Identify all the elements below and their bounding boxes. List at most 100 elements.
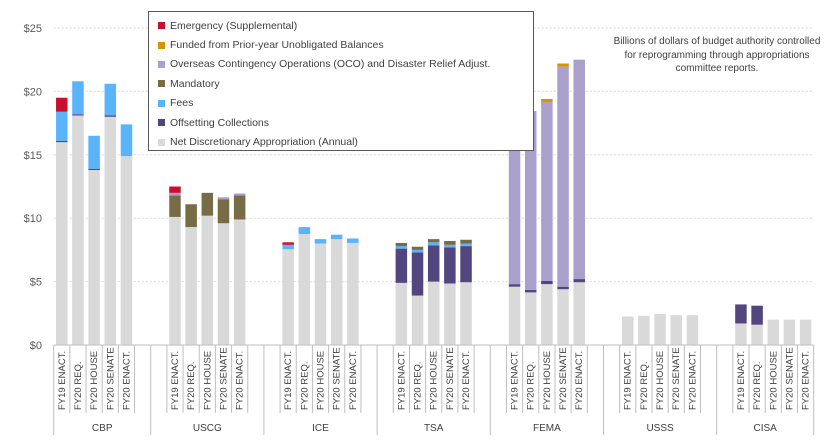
x-tick-label: FY19 ENACT. bbox=[510, 351, 521, 410]
bar-segment bbox=[541, 280, 553, 285]
x-tick-label: FY19 ENACT. bbox=[623, 351, 634, 410]
bar-segment bbox=[460, 239, 472, 244]
bar-segment bbox=[411, 246, 424, 250]
bar-segment bbox=[557, 63, 569, 67]
bars bbox=[56, 59, 812, 345]
bar-segment bbox=[444, 283, 456, 345]
x-tick-label: FY19 ENACT. bbox=[396, 351, 407, 410]
bar-segment bbox=[169, 192, 181, 196]
bar-segment bbox=[298, 227, 311, 235]
x-tick-label: FY19 ENACT. bbox=[170, 351, 181, 410]
bar-segment bbox=[638, 315, 650, 345]
y-axis: $0 $5 $10 $15 $20 $25 bbox=[24, 23, 42, 352]
bar-segment bbox=[314, 243, 327, 345]
bar-segment bbox=[541, 102, 553, 281]
legend-label: Fees bbox=[170, 97, 194, 110]
bar-segment bbox=[541, 99, 553, 103]
bar-segment bbox=[56, 140, 68, 143]
x-tick-label: FY20 HOUSE bbox=[542, 351, 553, 410]
group-label: USCG bbox=[193, 423, 222, 434]
bar-segment bbox=[541, 284, 553, 345]
bar-segment bbox=[120, 156, 133, 345]
x-tick-label: FY20 REQ. bbox=[639, 361, 650, 410]
bar-segment bbox=[444, 244, 456, 248]
group-label: USSS bbox=[646, 423, 674, 434]
bar-segment bbox=[573, 282, 585, 345]
bar-segment bbox=[767, 319, 780, 345]
x-tick-label: FY20 HOUSE bbox=[655, 351, 666, 410]
bar-segment bbox=[72, 115, 84, 345]
bar-segment bbox=[395, 282, 408, 345]
legend-item: Mandatory bbox=[158, 74, 533, 93]
bar-segment bbox=[282, 249, 294, 345]
bar-segment bbox=[217, 223, 230, 345]
bar-segment bbox=[427, 281, 440, 345]
bar-segment bbox=[330, 239, 343, 345]
bar-segment bbox=[524, 289, 537, 293]
legend-label: Funded from Prior-year Unobligated Balan… bbox=[170, 39, 384, 52]
x-tick-label: FY20 SENATE bbox=[105, 347, 116, 410]
legend-label: Offsetting Collections bbox=[170, 116, 270, 129]
x-tick-label: FY20 ENACT. bbox=[801, 351, 812, 410]
bar-segment bbox=[201, 215, 214, 345]
x-tick-label: FY19 ENACT. bbox=[736, 351, 747, 410]
legend-item: Offsetting Collections bbox=[158, 113, 533, 132]
bar-segment bbox=[298, 234, 311, 345]
x-tick-label: FY20 HOUSE bbox=[202, 351, 213, 410]
chart-note: Billions of dollars of budget authority … bbox=[613, 36, 821, 74]
x-tick-label: FY20 REQ. bbox=[752, 361, 763, 410]
x-tick-label: FY20 REQ. bbox=[413, 361, 424, 410]
bar-segment bbox=[233, 193, 246, 196]
bar-segment bbox=[395, 248, 408, 283]
bar-segment bbox=[411, 249, 424, 253]
legend-swatch bbox=[158, 119, 165, 127]
legend-swatch bbox=[158, 99, 165, 107]
legend-label: Emergency (Supplemental) bbox=[170, 19, 298, 32]
bar-segment bbox=[573, 279, 585, 283]
x-tick-label: FY19 ENACT. bbox=[283, 351, 294, 410]
x-tick-label: FY20 REQ. bbox=[73, 361, 84, 410]
bar-segment bbox=[72, 114, 84, 116]
legend: Emergency (Supplemental) Funded from Prio… bbox=[148, 11, 534, 151]
bar-segment bbox=[751, 305, 763, 325]
bar-segment bbox=[508, 286, 521, 345]
bar-segment bbox=[557, 286, 569, 290]
bar-segment bbox=[524, 292, 537, 345]
legend-swatch bbox=[158, 138, 165, 146]
x-tick-label: FY20 SENATE bbox=[558, 347, 569, 410]
bar-segment bbox=[120, 124, 133, 157]
bar-segment bbox=[217, 197, 230, 200]
x-tick-label: FY20 HOUSE bbox=[768, 351, 779, 410]
x-tick-label: FY20 REQ. bbox=[299, 361, 310, 410]
bar-segment bbox=[88, 168, 100, 171]
bar-segment bbox=[508, 284, 521, 287]
bar-segment bbox=[799, 319, 812, 345]
bar-segment bbox=[411, 295, 424, 345]
bar-segment bbox=[427, 245, 440, 282]
bar-segment bbox=[233, 195, 246, 220]
bar-segment bbox=[56, 142, 68, 345]
bar-segment bbox=[654, 313, 666, 345]
bar-segment bbox=[735, 323, 747, 345]
bar-segment bbox=[347, 238, 359, 243]
y-tick-label: $25 bbox=[24, 23, 42, 35]
bar-segment bbox=[314, 239, 327, 244]
x-tick-label: FY20 ENACT. bbox=[574, 351, 585, 410]
legend-swatch bbox=[158, 41, 165, 49]
bar-segment bbox=[185, 227, 197, 345]
legend-item: Fees bbox=[158, 94, 533, 113]
x-tick-label: FY20 ENACT. bbox=[687, 351, 698, 410]
legend-item: Net Discretionary Appropriation (Annual) bbox=[158, 132, 533, 151]
legend-swatch bbox=[158, 60, 165, 68]
bar-segment bbox=[460, 282, 472, 345]
x-tick-label: FY20 ENACT. bbox=[348, 351, 359, 410]
x-tick-label: FY20 ENACT. bbox=[235, 351, 246, 410]
bar-segment bbox=[395, 242, 408, 247]
bar-segment bbox=[557, 289, 569, 345]
x-tick-label: FY20 HOUSE bbox=[316, 351, 327, 410]
group-label: FEMA bbox=[533, 423, 561, 434]
bar-segment bbox=[460, 243, 472, 247]
group-label: CISA bbox=[754, 423, 778, 434]
group-label: TSA bbox=[424, 423, 444, 434]
y-tick-label: $10 bbox=[24, 213, 42, 225]
